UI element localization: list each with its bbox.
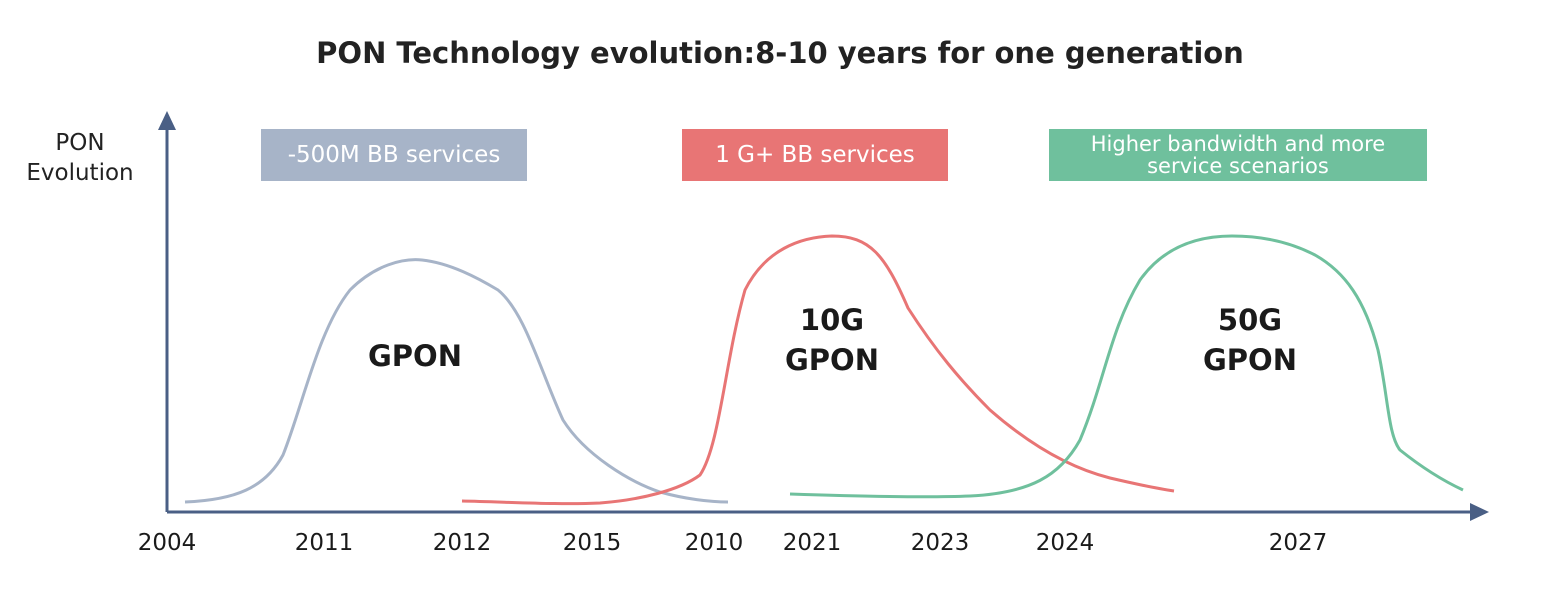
y-axis-arrow bbox=[158, 111, 176, 130]
x-tick-2010: 2010 bbox=[684, 530, 744, 556]
banner-500m-bb-services: -500M BB services bbox=[261, 129, 527, 181]
x-tick-2021: 2021 bbox=[782, 530, 842, 556]
chart-title: PON Technology evolution:8-10 years for … bbox=[316, 36, 1244, 70]
x-axis-arrow bbox=[1470, 503, 1489, 521]
x-tick-2024: 2024 bbox=[1035, 530, 1095, 556]
banner-1g-text: 1 G+ BB services bbox=[715, 142, 915, 168]
10g-gpon-label: 10G GPON bbox=[752, 300, 912, 380]
banner-500m-text: -500M BB services bbox=[287, 142, 501, 168]
50g-gpon-label: 50G GPON bbox=[1170, 300, 1330, 380]
x-tick-2011: 2011 bbox=[294, 530, 354, 556]
x-tick-2027: 2027 bbox=[1268, 530, 1328, 556]
50g-gpon-label-line-2: GPON bbox=[1203, 343, 1297, 377]
50g-gpon-curve bbox=[789, 234, 1464, 499]
banner-higher-bandwidth-line-1: Higher bandwidth and more bbox=[1090, 132, 1386, 156]
gpon-label: GPON bbox=[335, 336, 495, 376]
x-tick-2015: 2015 bbox=[562, 530, 622, 556]
x-tick-2012: 2012 bbox=[432, 530, 492, 556]
10g-gpon-label-line-1: 10G bbox=[799, 303, 865, 337]
y-axis-label-line-1: PON bbox=[55, 130, 105, 156]
50g-gpon-label-line-1: 50G bbox=[1217, 303, 1283, 337]
10g-gpon-curve bbox=[461, 234, 1175, 506]
x-tick-2023: 2023 bbox=[910, 530, 970, 556]
y-axis-label-line-2: Evolution bbox=[26, 160, 134, 186]
y-axis-label: PON Evolution bbox=[20, 128, 140, 188]
banner-1g-bb-services: 1 G+ BB services bbox=[682, 129, 948, 181]
banner-higher-bandwidth-line-2: service scenarios bbox=[1147, 154, 1329, 178]
x-tick-2004: 2004 bbox=[137, 530, 197, 556]
banner-higher-bandwidth: Higher bandwidth and more service scenar… bbox=[1049, 129, 1427, 181]
10g-gpon-label-line-2: GPON bbox=[785, 343, 879, 377]
gpon-label-line-1: GPON bbox=[368, 339, 462, 373]
gpon-curve bbox=[184, 258, 729, 504]
